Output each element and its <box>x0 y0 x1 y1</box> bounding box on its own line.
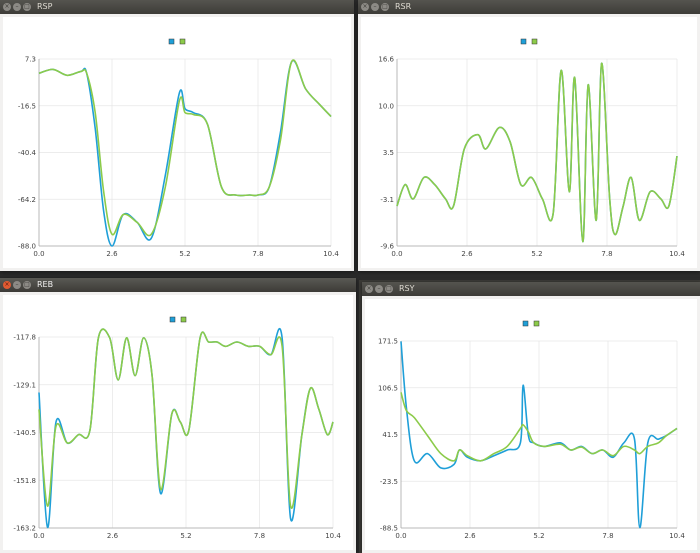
window-title: RSY <box>399 284 415 293</box>
y-tick-label: -129.1 <box>13 381 36 389</box>
legend-swatch <box>168 38 175 45</box>
maximize-icon[interactable]: □ <box>385 285 393 293</box>
x-tick-label: 10.4 <box>325 532 341 540</box>
y-tick-label: -163.2 <box>13 525 36 533</box>
maximize-icon[interactable]: □ <box>23 281 31 289</box>
x-tick-label: 10.4 <box>669 532 685 540</box>
window-title: RSP <box>37 2 53 11</box>
minimize-icon[interactable]: – <box>13 281 21 289</box>
window-title: REB <box>37 280 54 289</box>
legend-swatch <box>533 320 540 327</box>
x-tick-label: 7.8 <box>254 532 265 540</box>
y-tick-label: -9.6 <box>380 243 394 251</box>
window-title: RSR <box>395 2 412 11</box>
series-line <box>38 328 334 509</box>
titlebar-reb[interactable]: × – □ REB <box>0 278 356 292</box>
window-rsp: × – □ RSP 7.3 -16.5 -40.4 -64.2 -88.0 0.0 2.6 5… <box>0 0 354 271</box>
x-tick-label: 2.6 <box>107 532 119 540</box>
chart-rsp: 7.3 -16.5 -40.4 -64.2 -88.00.0 2.6 5.2 7.8 10.4 <box>18 38 339 258</box>
titlebar-rsr[interactable]: × – □ RSR <box>358 0 700 14</box>
window-rsr: × – □ RSR 16.6 10.0 3.5 -3.1 -9.6 0.0 2.6 5.2 7.… <box>358 0 700 271</box>
y-tick-label: -88.0 <box>18 243 36 251</box>
y-tick-label: -151.8 <box>13 477 36 485</box>
x-tick-label: 5.2 <box>533 532 544 540</box>
x-tick-label: 0.0 <box>395 532 406 540</box>
x-tick-label: 10.4 <box>669 250 685 258</box>
x-tick-label: 2.6 <box>464 532 476 540</box>
close-icon[interactable]: × <box>3 281 11 289</box>
series-line <box>400 392 678 462</box>
chart-reb: -117.8 -129.1 -140.5 -151.8 -163.20.0 2.6 5.2 7… <box>13 316 341 540</box>
x-tick-label: 0.0 <box>391 250 402 258</box>
x-tick-label: 2.6 <box>106 250 118 258</box>
y-tick-label: 41.5 <box>382 431 398 439</box>
y-tick-label: -117.8 <box>13 334 36 342</box>
legend-swatch <box>169 316 176 323</box>
window-reb: × – □ REB -117.8 -129.1 -140.5 -151.8 -163.2… <box>0 278 356 553</box>
chart-rsr: 16.6 10.0 3.5 -3.1 -9.60.0 2.6 5.2 7.8 10.4 <box>378 38 685 258</box>
x-tick-label: 7.8 <box>252 250 263 258</box>
chart-rsy: 171.5 106.5 41.5 -23.5 -88.50.0 2.6 5.2 7.8 10.4 <box>378 320 685 540</box>
legend-swatch <box>531 38 538 45</box>
minimize-icon[interactable]: – <box>13 3 21 11</box>
x-tick-label: 5.2 <box>179 250 190 258</box>
y-tick-label: -16.5 <box>18 102 36 110</box>
x-tick-label: 2.6 <box>461 250 473 258</box>
y-tick-label: 171.5 <box>378 338 398 346</box>
legend-swatch <box>522 320 529 327</box>
x-tick-label: 5.2 <box>180 532 191 540</box>
y-tick-label: 3.5 <box>383 149 394 157</box>
close-icon[interactable]: × <box>3 3 11 11</box>
window-rsy: × – □ RSY 171.5 106.5 41.5 -23.5 -88.5 0.0 2.6… <box>362 282 700 553</box>
y-tick-label: 7.3 <box>25 56 36 64</box>
y-tick-label: 106.5 <box>378 384 398 392</box>
legend-swatch <box>180 316 187 323</box>
minimize-icon[interactable]: – <box>375 285 383 293</box>
y-tick-label: -88.5 <box>380 525 398 533</box>
maximize-icon[interactable]: □ <box>23 3 31 11</box>
close-icon[interactable]: × <box>361 3 369 11</box>
close-icon[interactable]: × <box>365 285 373 293</box>
x-tick-label: 7.8 <box>601 250 612 258</box>
titlebar-rsy[interactable]: × – □ RSY <box>362 282 700 296</box>
x-tick-label: 0.0 <box>33 250 44 258</box>
x-tick-label: 0.0 <box>33 532 44 540</box>
legend-swatch <box>179 38 186 45</box>
x-tick-label: 5.2 <box>531 250 542 258</box>
y-tick-label: -140.5 <box>13 429 36 437</box>
y-tick-label: 10.0 <box>378 102 394 110</box>
maximize-icon[interactable]: □ <box>381 3 389 11</box>
y-tick-label: -40.4 <box>18 149 37 157</box>
y-tick-label: -3.1 <box>380 196 394 204</box>
y-tick-label: -64.2 <box>18 196 36 204</box>
titlebar-rsp[interactable]: × – □ RSP <box>0 0 354 14</box>
series-line <box>396 62 678 243</box>
minimize-icon[interactable]: – <box>371 3 379 11</box>
x-tick-label: 7.8 <box>602 532 613 540</box>
y-tick-label: 16.6 <box>378 56 394 64</box>
legend-swatch <box>520 38 527 45</box>
x-tick-label: 10.4 <box>323 250 339 258</box>
series-line <box>38 59 332 237</box>
y-tick-label: -23.5 <box>380 478 398 486</box>
